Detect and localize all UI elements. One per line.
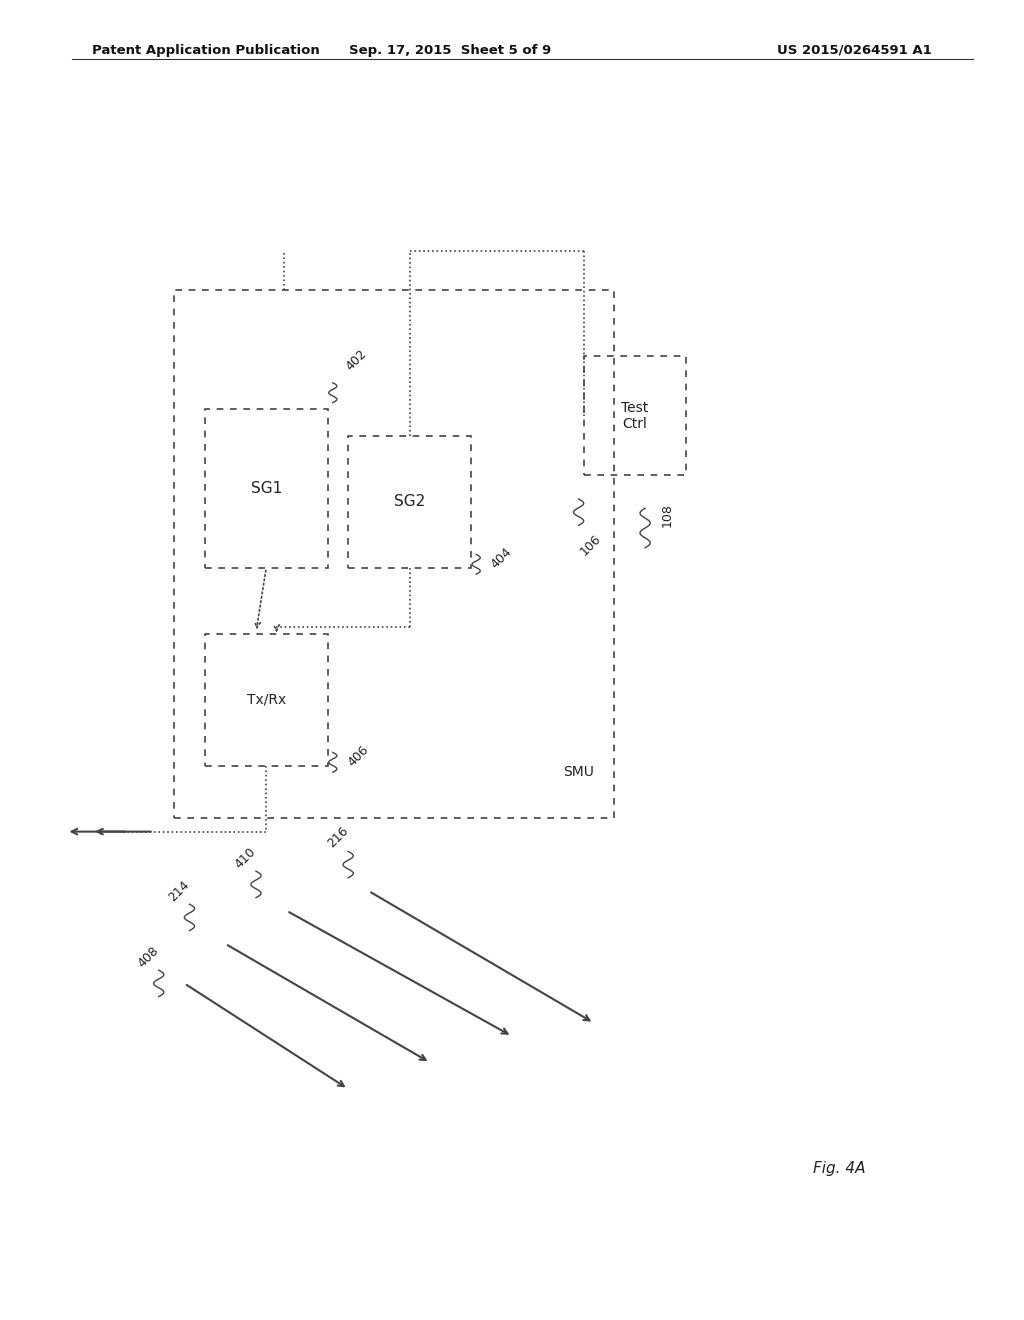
Text: Sep. 17, 2015  Sheet 5 of 9: Sep. 17, 2015 Sheet 5 of 9 <box>349 44 552 57</box>
Bar <box>205 409 328 568</box>
Text: Tx/Rx: Tx/Rx <box>247 693 286 706</box>
Text: Patent Application Publication: Patent Application Publication <box>92 44 319 57</box>
Text: 406: 406 <box>345 743 371 770</box>
Text: 408: 408 <box>135 944 162 970</box>
Text: Test
Ctrl: Test Ctrl <box>622 401 648 430</box>
Bar <box>348 436 471 568</box>
Bar <box>174 290 614 818</box>
Text: SMU: SMU <box>563 764 594 779</box>
Text: 214: 214 <box>166 878 193 904</box>
Text: 216: 216 <box>325 824 351 850</box>
Text: 108: 108 <box>660 503 674 527</box>
Text: 106: 106 <box>578 532 604 558</box>
Text: Fig. 4A: Fig. 4A <box>813 1160 866 1176</box>
Text: SG2: SG2 <box>394 494 425 510</box>
Text: 410: 410 <box>232 845 259 871</box>
Bar <box>205 634 328 766</box>
Bar <box>584 356 686 475</box>
Text: SG1: SG1 <box>251 480 282 496</box>
Text: US 2015/0264591 A1: US 2015/0264591 A1 <box>777 44 932 57</box>
Text: 404: 404 <box>488 545 514 572</box>
Text: 402: 402 <box>343 347 369 374</box>
